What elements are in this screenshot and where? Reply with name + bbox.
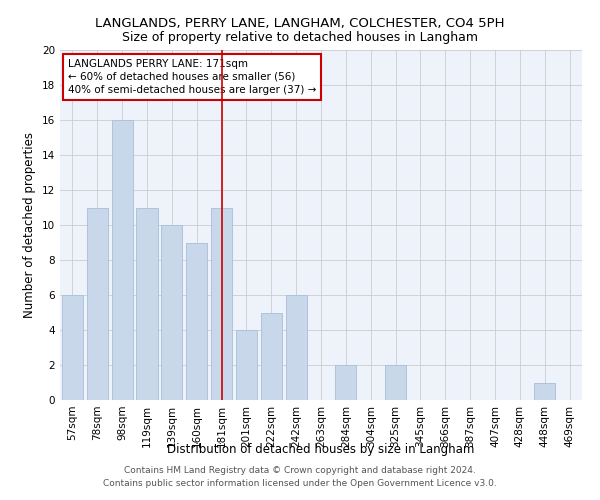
Text: Contains HM Land Registry data © Crown copyright and database right 2024.
Contai: Contains HM Land Registry data © Crown c… xyxy=(103,466,497,487)
Text: LANGLANDS, PERRY LANE, LANGHAM, COLCHESTER, CO4 5PH: LANGLANDS, PERRY LANE, LANGHAM, COLCHEST… xyxy=(95,18,505,30)
Y-axis label: Number of detached properties: Number of detached properties xyxy=(23,132,37,318)
Bar xyxy=(335,365,356,400)
Text: Size of property relative to detached houses in Langham: Size of property relative to detached ho… xyxy=(122,31,478,44)
Bar xyxy=(161,225,182,400)
Bar xyxy=(385,365,406,400)
Bar xyxy=(236,330,257,400)
Bar xyxy=(211,208,232,400)
Bar xyxy=(62,295,83,400)
Text: LANGLANDS PERRY LANE: 171sqm
← 60% of detached houses are smaller (56)
40% of se: LANGLANDS PERRY LANE: 171sqm ← 60% of de… xyxy=(68,59,316,95)
Bar xyxy=(286,295,307,400)
Bar xyxy=(186,242,207,400)
Bar xyxy=(261,312,282,400)
Text: Distribution of detached houses by size in Langham: Distribution of detached houses by size … xyxy=(167,442,475,456)
Bar xyxy=(112,120,133,400)
Bar xyxy=(87,208,108,400)
Bar xyxy=(136,208,158,400)
Bar xyxy=(534,382,555,400)
